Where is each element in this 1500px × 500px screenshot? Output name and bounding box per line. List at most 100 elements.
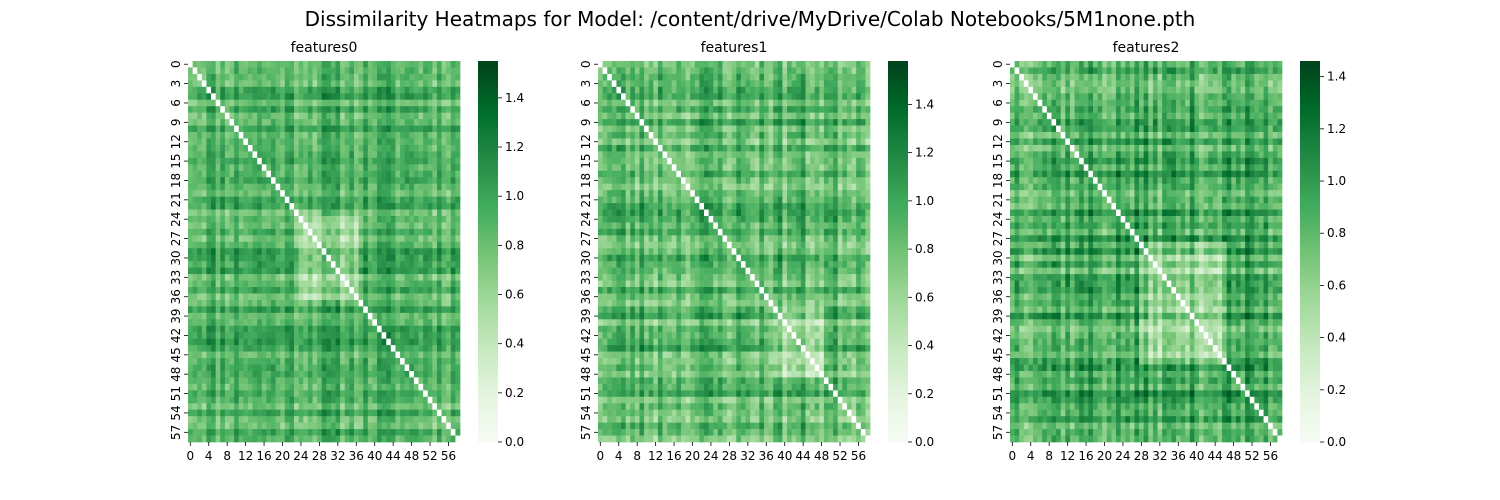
heatmap-cell [211,287,217,294]
colorbar-segment [478,256,498,262]
heatmap-cell [671,144,677,152]
x-tick-label: 24 [293,449,308,463]
heatmap-cell [201,248,207,256]
heatmap-cell [298,280,304,288]
heatmap-cell [247,106,253,114]
heatmap-cell [621,119,627,126]
heatmap-cell [846,112,852,120]
heatmap-cell [763,138,769,146]
heatmap-cell [367,416,373,423]
heatmap-cell [404,345,410,352]
heatmap-cell [377,377,382,385]
heatmap-cell [768,112,774,120]
heatmap-cell [340,222,346,230]
heatmap-cell [432,93,438,101]
heatmap-cell [763,183,769,191]
heatmap-cell [266,267,272,275]
heatmap-cell [275,299,281,307]
heatmap-cell [441,93,447,101]
heatmap-cell [367,364,373,372]
heatmap-cell [782,164,788,172]
heatmap-cell [367,170,373,178]
heatmap-cell [289,106,295,114]
heatmap-cell [234,345,240,352]
heatmap-cell [432,235,438,243]
heatmap-cell [284,390,290,398]
heatmap-cell [455,267,461,275]
heatmap-cell [294,332,299,340]
heatmap-cell [261,248,267,256]
heatmap-cell [275,370,281,378]
heatmap-cell [344,235,350,243]
heatmap-cell [773,151,779,159]
heatmap-cell [224,209,230,217]
heatmap-cell [224,364,230,372]
heatmap-cell [335,196,341,204]
heatmap-cell [386,80,392,88]
heatmap-cell [607,106,613,114]
heatmap-cell [270,164,276,172]
heatmap-cell [404,241,410,249]
heatmap-cell [340,416,346,423]
heatmap-cell [446,416,452,423]
heatmap-cell [280,345,286,352]
heatmap-cell [777,86,783,94]
heatmap-cell [740,138,746,146]
heatmap-cell [358,351,364,359]
heatmap-cell [307,287,313,294]
heatmap-cell [307,429,313,436]
heatmap-cell [630,125,636,133]
heatmap-cell [294,293,299,301]
heatmap-cell [220,429,226,436]
heatmap-cell [782,67,788,75]
heatmap-cell [266,280,272,288]
heatmap-cell [321,196,327,204]
heatmap-cell [745,151,751,159]
heatmap-cell [349,351,355,359]
heatmap-cell [409,138,415,146]
heatmap-cell [432,325,438,333]
heatmap-cell [450,99,456,107]
heatmap-cell [386,132,392,139]
heatmap-cell [229,241,235,249]
heatmap-cell [423,274,429,281]
heatmap-cell [192,396,198,404]
heatmap-cell [680,86,686,94]
heatmap-cell [796,93,802,101]
heatmap-cell [598,164,603,172]
heatmap-cell [211,254,217,262]
heatmap-cell [400,164,406,172]
heatmap-cell [229,112,235,120]
heatmap-cell [851,164,857,172]
heatmap-cell [298,370,304,378]
heatmap-cell [192,409,198,417]
heatmap-cell [395,157,401,165]
heatmap-cell [768,106,774,114]
heatmap-cell [713,196,719,204]
heatmap-cell [298,228,304,236]
heatmap-cell [390,435,396,443]
heatmap-cell [224,254,230,262]
heatmap-cell [427,409,433,417]
heatmap-cell [611,61,617,68]
heatmap-cell [192,312,198,320]
heatmap-cell [763,144,769,152]
heatmap-cell [349,61,355,68]
heatmap-cell [450,319,456,327]
heatmap-cell [630,99,636,107]
heatmap-cell [330,293,336,301]
heatmap-cell [229,203,235,210]
heatmap-cell [446,80,452,88]
heatmap-cell [340,170,346,178]
heatmap-cell [842,106,848,114]
heatmap-cell [257,403,263,411]
heatmap-cell [326,222,332,230]
heatmap-cell [625,61,631,68]
heatmap-cell [409,416,415,423]
heatmap-cell [395,222,401,230]
heatmap-cell [819,190,825,197]
heatmap-cell [395,112,401,120]
heatmap-cell [215,287,221,294]
heatmap-cell [814,93,820,101]
heatmap-cell [266,228,272,236]
